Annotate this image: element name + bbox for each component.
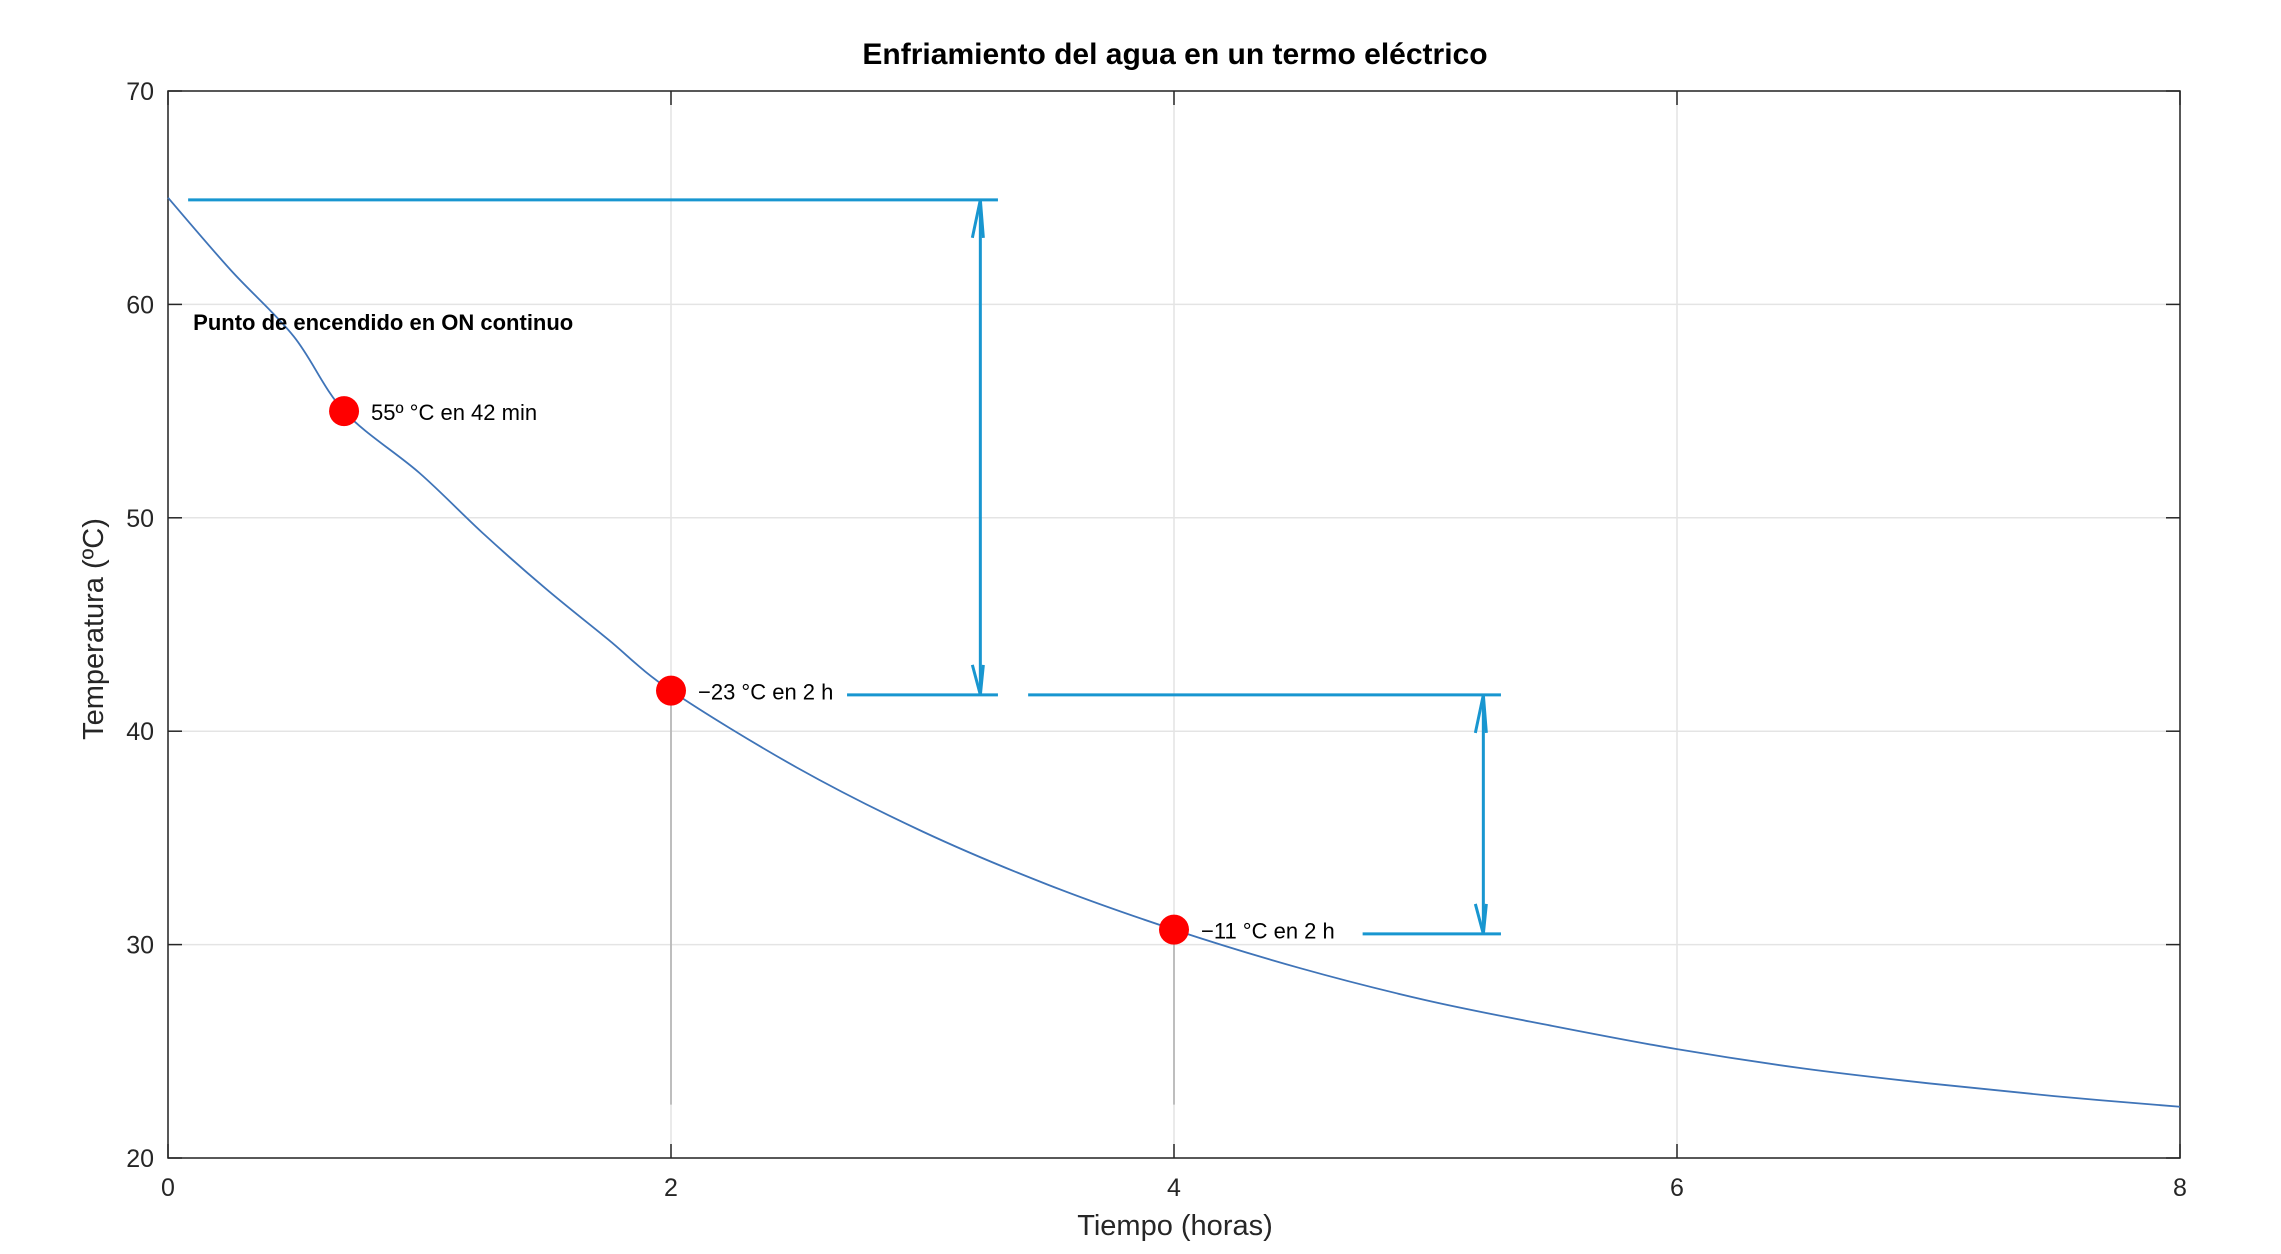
- y-tick-label: 20: [126, 1145, 154, 1173]
- ticks: 0 2 4 6 8 20 30 40 50 60 70: [126, 78, 2187, 1202]
- x-tick-label: 2: [664, 1174, 678, 1202]
- y-tick-label: 70: [126, 78, 154, 106]
- data-point-marker: [656, 675, 686, 706]
- y-tick-label: 40: [126, 718, 154, 746]
- data-point-label: −11 °C en 2 h: [1201, 919, 1335, 944]
- drop-lines: [670, 690, 1175, 1105]
- data-point-label: −23 °C en 2 h: [698, 680, 833, 705]
- annotation-note: Punto de encendido en ON continuo: [193, 310, 573, 335]
- dimension-arrowhead-top: [1473, 694, 1488, 734]
- x-tick-label: 4: [1167, 1174, 1181, 1202]
- y-axis-label: Temperatura (ºC): [78, 518, 110, 740]
- marker-labels: 55º °C en 42 min −23 °C en 2 h −11 °C en 2…: [371, 400, 1335, 944]
- y-tick-label: 60: [126, 291, 154, 319]
- x-tick-label: 8: [2173, 1174, 2187, 1202]
- x-tick-label: 0: [161, 1174, 175, 1202]
- y-tick-label: 30: [126, 932, 154, 960]
- data-point-label: 55º °C en 42 min: [371, 400, 537, 425]
- dimension-lines: [188, 198, 1501, 936]
- data-point-marker: [329, 396, 360, 427]
- x-axis-label: Tiempo (horas): [1077, 1210, 1273, 1242]
- series-line: [167, 197, 2181, 1108]
- chart-title: Enfriamiento del agua en un termo eléctr…: [862, 38, 1487, 71]
- y-tick-label: 50: [126, 505, 154, 533]
- series-layer: [167, 197, 2181, 1108]
- dimension-arrowhead-bottom: [970, 664, 985, 696]
- data-point-marker: [1159, 914, 1189, 945]
- dimension-arrowhead-top: [970, 199, 985, 239]
- x-tick-label: 6: [1670, 1174, 1684, 1202]
- dimension-arrowhead-bottom: [1473, 903, 1488, 935]
- markers: [329, 396, 1189, 945]
